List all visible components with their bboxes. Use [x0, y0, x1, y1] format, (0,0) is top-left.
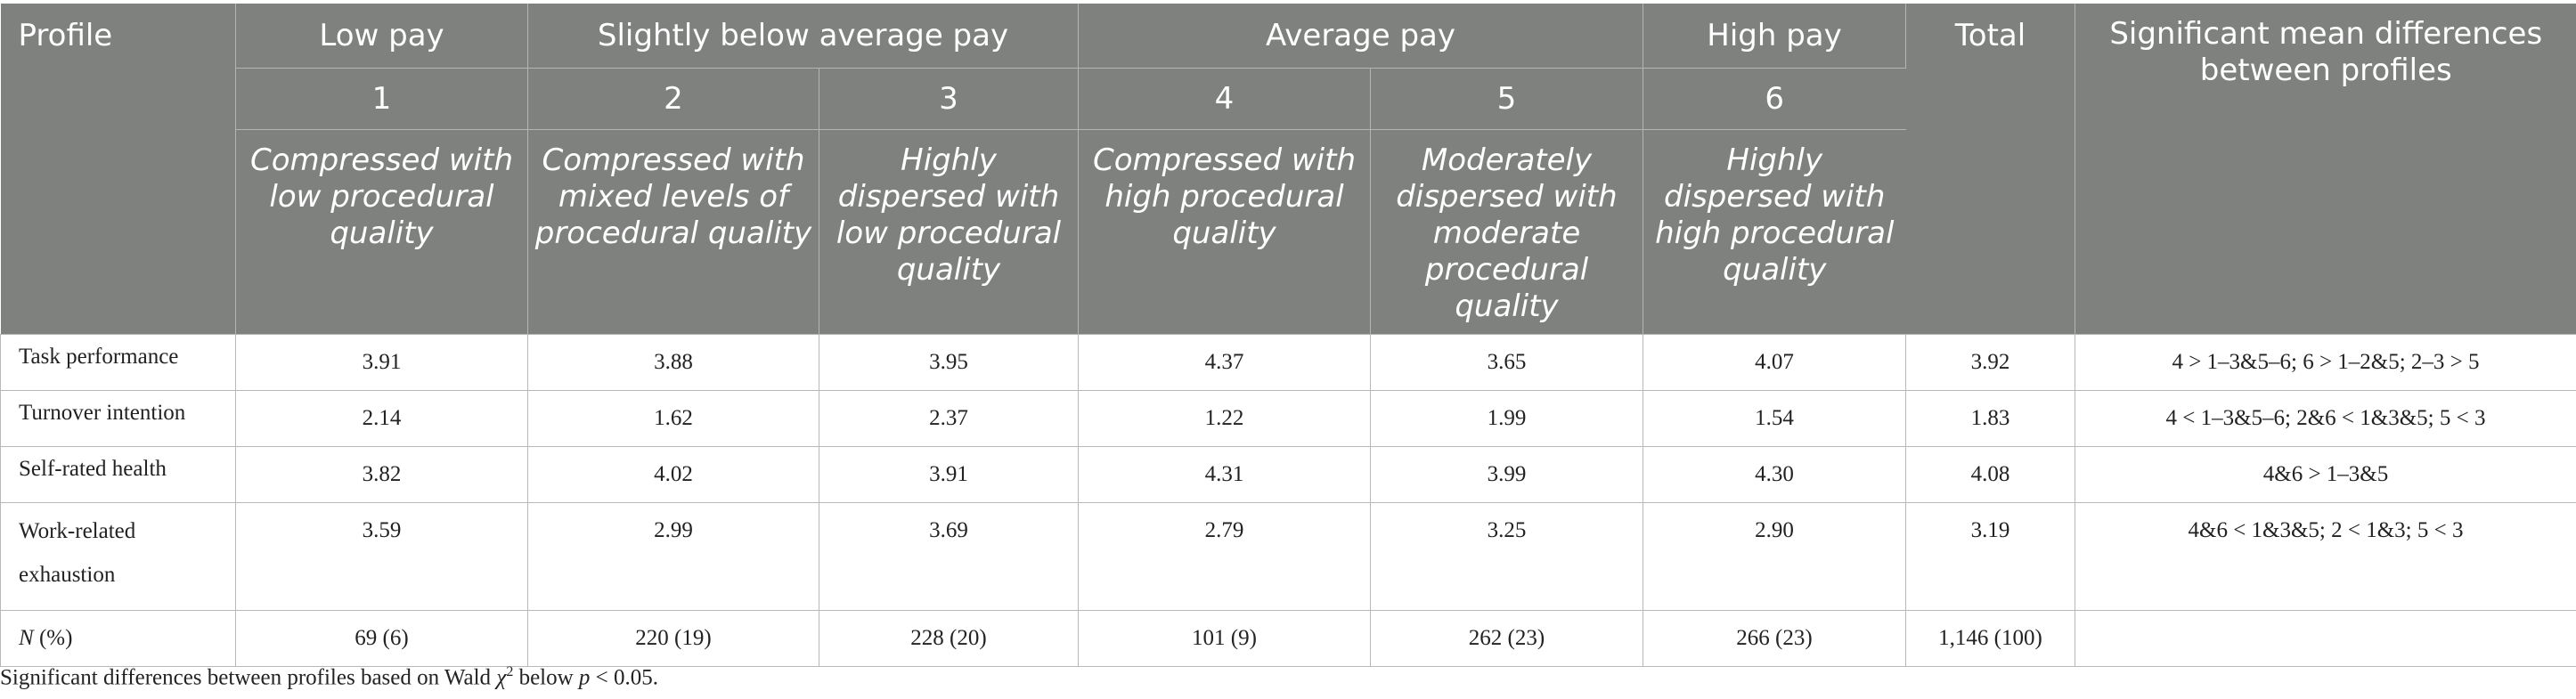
cell-value: 3.91 — [819, 446, 1079, 503]
cell-value: 4.31 — [1078, 446, 1371, 503]
header-profile-name: Compressed with mixed levels of procedur… — [527, 129, 819, 335]
header-profile: Profile — [0, 4, 236, 335]
header-profile-number: 1 — [235, 68, 528, 130]
header-profile-number: 2 — [527, 68, 819, 130]
cell-significance: 4&6 > 1–3&5 — [2075, 446, 2576, 503]
row-label: Turnover intention — [0, 390, 236, 447]
row-label: N (%) — [0, 610, 236, 667]
header-significance: Significant mean differences between pro… — [2075, 4, 2576, 335]
header-profile-name: Moderately dispersed with moderate proce… — [1370, 129, 1643, 335]
table-row: N (%) 69 (6) 220 (19) 228 (20) 101 (9) 2… — [0, 610, 2576, 667]
table-footnote: Significant differences between profiles… — [0, 664, 658, 690]
cell-value: 3.91 — [235, 334, 528, 391]
cell-value: 3.69 — [819, 502, 1079, 611]
cell-value: 4.37 — [1078, 334, 1371, 391]
cell-value: 262 (23) — [1370, 610, 1643, 667]
cell-significance: 4 > 1–3&5–6; 6 > 1–2&5; 2–3 > 5 — [2075, 334, 2576, 391]
header-profile-name: Highly dispersed with low procedural qua… — [819, 129, 1079, 335]
header-group-slightly-below: Slightly below average pay — [527, 4, 1079, 69]
cell-significance: 4 < 1–3&5–6; 2&6 < 1&3&5; 5 < 3 — [2075, 390, 2576, 447]
row-label-suffix: (%) — [33, 626, 73, 650]
header-profile-name: Highly dispersed with high procedural qu… — [1643, 129, 1906, 335]
cell-total: 3.92 — [1905, 334, 2075, 391]
header-profile-number: 6 — [1643, 68, 1906, 130]
header-profile-name: Compressed with high procedural quality — [1078, 129, 1371, 335]
cell-value: 1.99 — [1370, 390, 1643, 447]
cell-value: 3.88 — [527, 334, 819, 391]
cell-value: 3.82 — [235, 446, 528, 503]
cell-value: 2.37 — [819, 390, 1079, 447]
footnote-text: below — [513, 665, 579, 690]
cell-value: 2.99 — [527, 502, 819, 611]
cell-significance: 4&6 < 1&3&5; 2 < 1&3; 5 < 3 — [2075, 502, 2576, 611]
table-row: Work-related exhaustion 3.59 2.99 3.69 2… — [0, 502, 2576, 611]
cell-value: 2.14 — [235, 390, 528, 447]
footnote-p: p — [578, 665, 591, 690]
cell-value: 3.65 — [1370, 334, 1643, 391]
cell-total: 4.08 — [1905, 446, 2075, 503]
cell-total: 3.19 — [1905, 502, 2075, 611]
cell-value: 1.22 — [1078, 390, 1371, 447]
footnote-text: Significant differences between profiles… — [0, 665, 497, 690]
cell-value: 4.02 — [527, 446, 819, 503]
results-table: Profile Low pay Slightly below average p… — [0, 4, 2576, 667]
header-profile-name: Compressed with low procedural quality — [235, 129, 528, 335]
cell-value: 1.62 — [527, 390, 819, 447]
cell-value: 1.54 — [1643, 390, 1906, 447]
table-row: Task performance 3.91 3.88 3.95 4.37 3.6… — [0, 334, 2576, 391]
row-label-n: N — [19, 626, 34, 650]
cell-value: 3.25 — [1370, 502, 1643, 611]
header-profile-number: 4 — [1078, 68, 1371, 130]
row-label: Self-rated health — [0, 446, 236, 503]
cell-value: 2.79 — [1078, 502, 1371, 611]
footnote-sup: 2 — [506, 664, 514, 679]
table-container: Profile Low pay Slightly below average p… — [0, 4, 2576, 667]
row-label: Work-related exhaustion — [0, 502, 236, 611]
cell-total: 1,146 (100) — [1905, 610, 2075, 667]
header-profile-number: 5 — [1370, 68, 1643, 130]
cell-value: 3.59 — [235, 502, 528, 611]
cell-total: 1.83 — [1905, 390, 2075, 447]
footnote-chi: χ — [496, 665, 507, 690]
cell-value: 4.07 — [1643, 334, 1906, 391]
header-group-average: Average pay — [1078, 4, 1643, 69]
cell-value: 220 (19) — [527, 610, 819, 667]
table-row: Turnover intention 2.14 1.62 2.37 1.22 1… — [0, 390, 2576, 447]
table-row: Self-rated health 3.82 4.02 3.91 4.31 3.… — [0, 446, 2576, 503]
cell-value: 228 (20) — [819, 610, 1079, 667]
footnote-text: < 0.05. — [590, 665, 659, 690]
header-profile-number: 3 — [819, 68, 1079, 130]
row-label: Task performance — [0, 334, 236, 391]
cell-value: 266 (23) — [1643, 610, 1906, 667]
cell-value: 3.99 — [1370, 446, 1643, 503]
cell-value: 69 (6) — [235, 610, 528, 667]
cell-value: 3.95 — [819, 334, 1079, 391]
cell-value: 101 (9) — [1078, 610, 1371, 667]
header-group-high-pay: High pay — [1643, 4, 1906, 69]
cell-value: 2.90 — [1643, 502, 1906, 611]
cell-value: 4.30 — [1643, 446, 1906, 503]
header-group-low-pay: Low pay — [235, 4, 528, 69]
header-total: Total — [1905, 4, 2075, 335]
cell-significance — [2075, 610, 2576, 667]
